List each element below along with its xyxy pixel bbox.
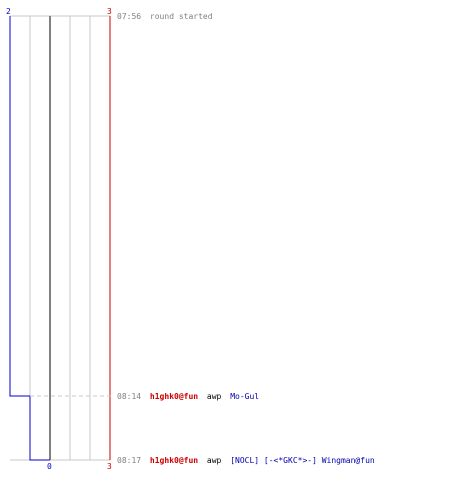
svg-text:07:56 round started: 07:56 round started bbox=[117, 12, 213, 21]
score-left-top: 2 bbox=[6, 7, 11, 16]
grid-lines bbox=[10, 15, 110, 461]
score-right-bottom: 3 bbox=[107, 462, 112, 471]
event-weapon: awp bbox=[207, 456, 222, 465]
svg-text:08:17 h1ghk0@fun a: 08:17 h1ghk0@fun awp [NOCL] [-<*GKC*>-] … bbox=[117, 456, 375, 465]
score-bottom-center: 0 bbox=[47, 462, 52, 471]
event-attacker: h1ghk0@fun bbox=[150, 456, 198, 465]
event-victim: [NOCL] [-<*GKC*>-] Wingman@fun bbox=[230, 456, 375, 465]
event-victim: Mo-Gul bbox=[230, 392, 259, 401]
event-text: round started bbox=[150, 12, 213, 21]
event-kill: 08:17 h1ghk0@fun awp [NOCL] [-<*GKC*>-] … bbox=[117, 456, 375, 465]
event-round-started: 07:56 round started bbox=[117, 12, 213, 21]
event-kill: 08:14 h1ghk0@fun awp Mo-Gul bbox=[117, 392, 259, 401]
event-attacker: h1ghk0@fun bbox=[150, 392, 198, 401]
event-time: 07:56 bbox=[117, 12, 141, 21]
event-time: 08:14 bbox=[117, 392, 141, 401]
svg-text:08:14 h1ghk0@fun a: 08:14 h1ghk0@fun awp Mo-Gul bbox=[117, 392, 259, 401]
event-weapon: awp bbox=[207, 392, 222, 401]
event-time: 08:17 bbox=[117, 456, 141, 465]
score-right-top: 3 bbox=[107, 7, 112, 16]
